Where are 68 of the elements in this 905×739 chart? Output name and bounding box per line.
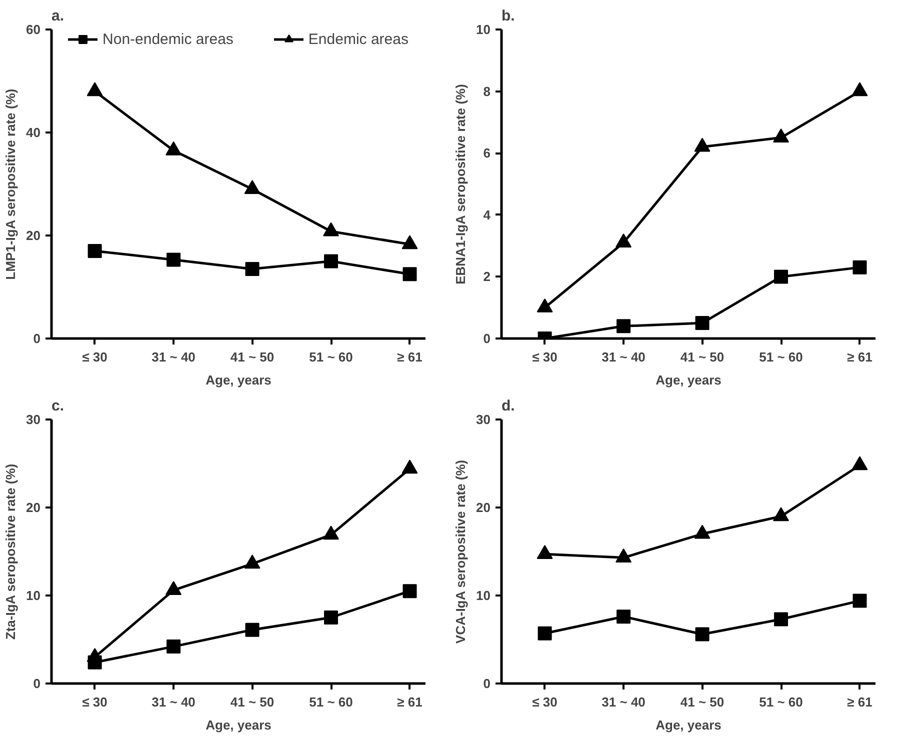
chart-title: d. [502,398,515,414]
point [402,460,418,474]
chart-title: a. [52,8,64,24]
y-tick-label: 60 [26,22,41,37]
x-axis-title: Age, years [206,372,272,388]
chart-title: c. [52,398,64,414]
x-axis-title: Age, years [656,372,722,388]
legend-label: Non-endemic areas [102,30,234,48]
x-tick-label: 31 ~ 40 [152,350,196,364]
y-axis-title: Zta-IgA seropositive rate (%) [3,464,18,640]
x-tick-label: ≤ 30 [532,694,558,710]
point [852,82,868,96]
point [773,128,790,142]
x-tick-label: 31 ~ 40 [602,350,646,364]
x-tick-label: 41 ~ 50 [230,694,274,710]
y-tick-label: 30 [476,412,491,427]
point [616,234,632,248]
x-axis-title: Age, years [656,718,722,732]
point [616,319,631,334]
point [324,610,338,624]
point [695,316,710,330]
y-tick-label: 0 [33,331,41,346]
x-tick-label: 41 ~ 50 [680,350,724,364]
x-tick-label: 51 ~ 60 [309,694,353,710]
y-tick-label: 4 [483,207,492,222]
chart-title: b. [502,8,515,24]
y-tick-label: 20 [26,500,41,515]
y-tick-label: 0 [483,676,491,691]
point [694,138,710,152]
x-tick-label: ≥ 61 [397,694,422,710]
point [774,270,788,284]
y-tick-label: 10 [26,588,41,603]
x-tick-label: ≤ 30 [82,350,108,364]
x-tick-label: 41 ~ 50 [230,350,274,364]
y-axis-title: LMP1-IgA seropositive rate (%) [3,88,18,280]
y-tick-label: 10 [476,588,491,603]
y-tick-label: 0 [483,331,491,346]
point [323,526,340,540]
y-tick-label: 20 [476,500,491,515]
point [402,584,417,598]
y-tick-label: 30 [26,412,41,427]
x-tick-label: ≥ 61 [847,350,872,364]
x-axis-title: Age, years [206,718,272,732]
point [244,554,260,569]
y-axis-title: EBNA1-IgA seropositive rate (%) [453,84,468,284]
y-axis-title: VCA-IgA seropositive rate (%) [453,460,468,644]
x-tick-label: 31 ~ 40 [602,694,646,710]
x-tick-label: ≥ 61 [397,350,422,364]
x-tick-label: 51 ~ 60 [309,350,353,364]
point [166,581,182,596]
y-tick-label: 2 [483,269,491,284]
legend-label: Endemic areas [308,30,408,48]
y-tick-label: 10 [476,22,491,37]
y-tick-label: 20 [26,228,41,243]
point [166,640,181,654]
x-tick-label: ≤ 30 [532,350,558,364]
y-tick-label: 8 [483,84,491,99]
point [245,622,260,637]
x-tick-label: ≥ 61 [847,694,872,710]
x-tick-label: 31 ~ 40 [152,694,196,710]
y-tick-label: 6 [483,146,491,161]
y-tick-label: 40 [26,125,41,140]
y-tick-label: 0 [33,676,41,691]
point [852,260,867,274]
x-tick-label: 51 ~ 60 [759,694,803,710]
x-tick-label: ≤ 30 [82,694,108,710]
x-tick-label: 51 ~ 60 [759,350,803,364]
x-tick-label: 41 ~ 50 [680,694,724,710]
